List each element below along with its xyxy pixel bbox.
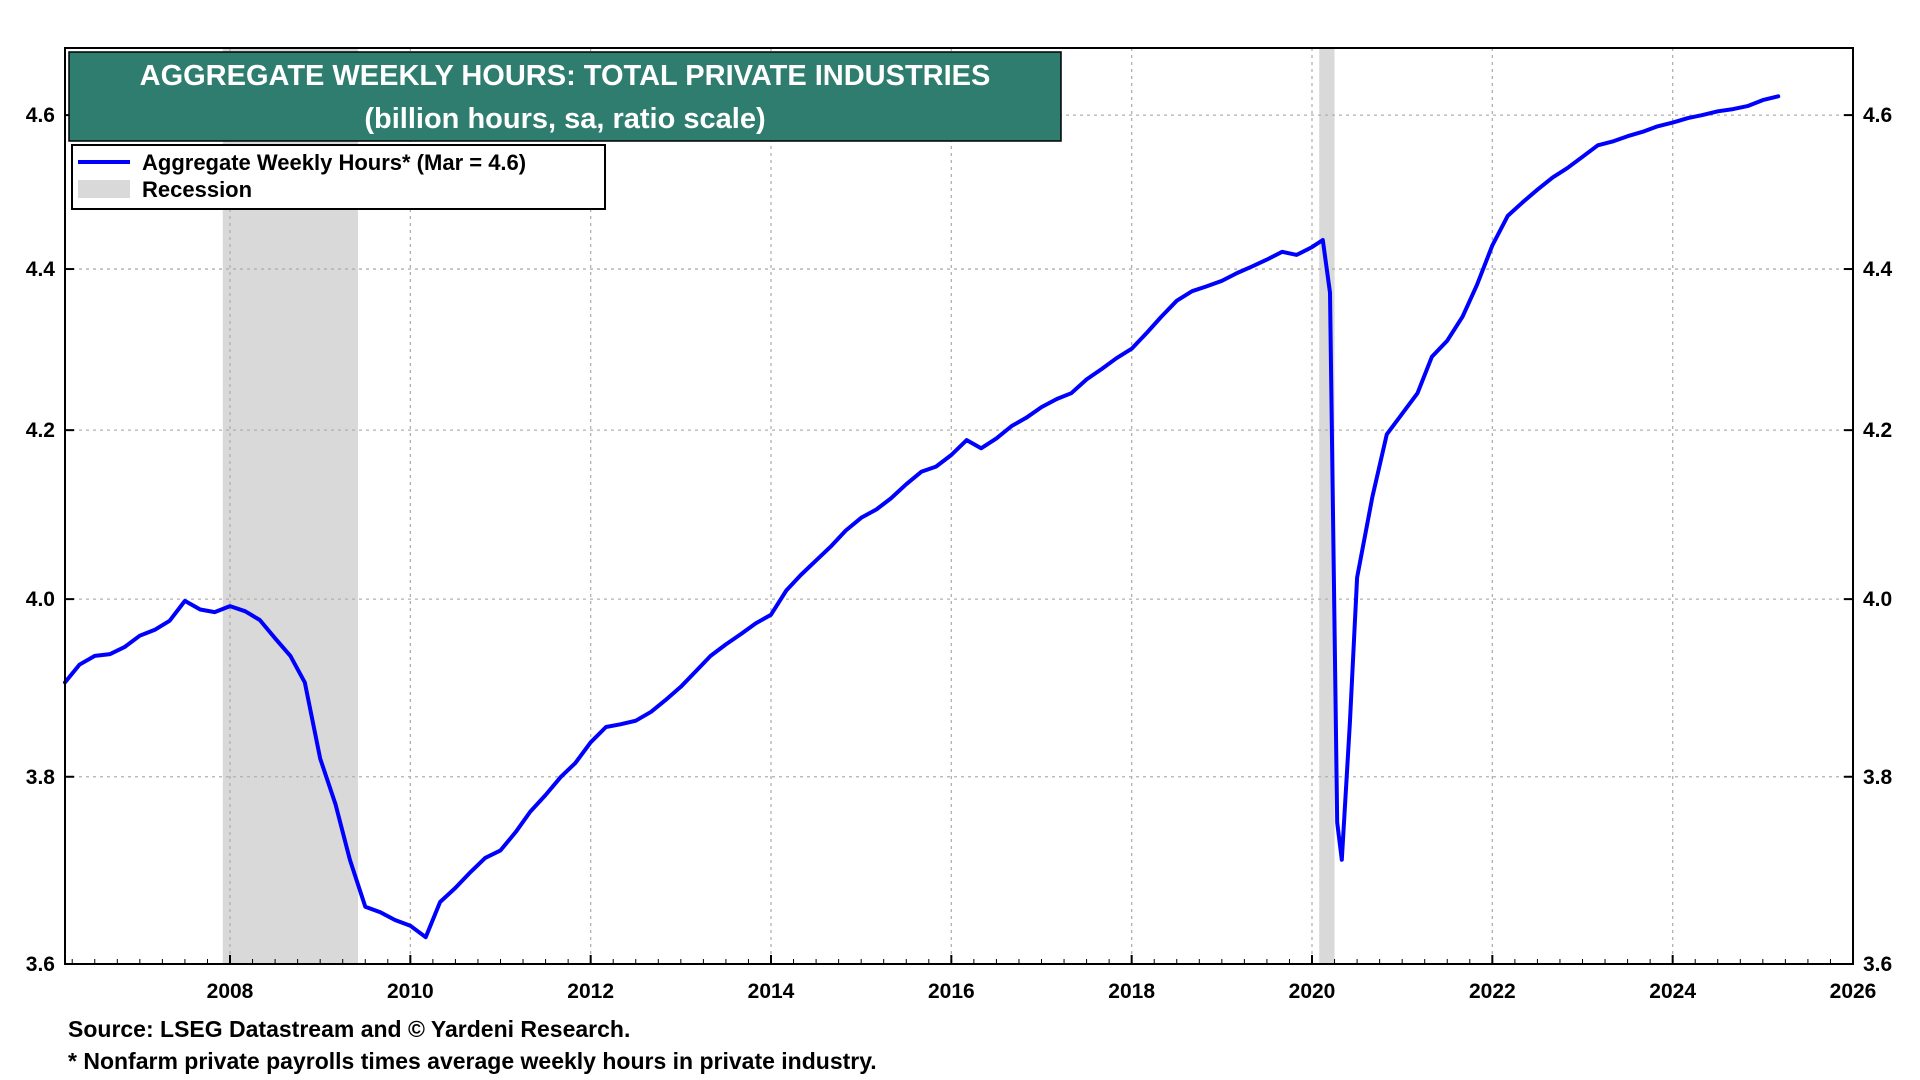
y-tick-label-right-4.6: 4.6 — [1863, 104, 1892, 127]
y-tick-label-right-4.4: 4.4 — [1863, 258, 1893, 281]
x-tick-label-2014: 2014 — [748, 980, 795, 1003]
legend-recession-swatch — [78, 180, 130, 198]
legend-recession-label: Recession — [142, 177, 252, 202]
x-tick-label-2012: 2012 — [567, 980, 614, 1003]
y-tick-label-left-3.6: 3.6 — [26, 953, 55, 976]
chart-title-box: AGGREGATE WEEKLY HOURS: TOTAL PRIVATE IN… — [68, 51, 1062, 142]
grid-lines — [65, 48, 1853, 964]
axis-ticks: 2008 2010 2012 2014 2016 2018 2020 2022 2024 2026… — [26, 104, 1893, 1003]
series-line-aggregate-weekly-hours — [63, 94, 1781, 940]
y-tick-label-right-4.0: 4.0 — [1863, 588, 1892, 611]
y-tick-label-right-3.6: 3.6 — [1863, 953, 1892, 976]
x-tick-label-2018: 2018 — [1108, 980, 1155, 1003]
y-tick-label-left-4.6: 4.6 — [26, 104, 55, 127]
x-tick-label-2022: 2022 — [1469, 980, 1516, 1003]
y-tick-label-left-4.0: 4.0 — [26, 588, 55, 611]
source-note: Source: LSEG Datastream and © Yardeni Re… — [68, 1016, 631, 1042]
x-tick-label-2024: 2024 — [1649, 980, 1696, 1003]
recession-band-2 — [1319, 48, 1335, 964]
chart-title: AGGREGATE WEEKLY HOURS: TOTAL PRIVATE IN… — [140, 60, 991, 92]
chart-subtitle: (billion hours, sa, ratio scale) — [364, 103, 765, 135]
y-tick-label-right-4.2: 4.2 — [1863, 419, 1892, 442]
plot-area-frame — [64, 47, 1854, 965]
x-tick-label-2020: 2020 — [1289, 980, 1336, 1003]
legend-series-label: Aggregate Weekly Hours* (Mar = 4.6) — [142, 150, 526, 175]
x-tick-label-2026: 2026 — [1830, 980, 1877, 1003]
series-layer — [63, 94, 1781, 940]
y-tick-label-left-4.4: 4.4 — [26, 258, 56, 281]
y-tick-label-left-3.8: 3.8 — [26, 766, 56, 789]
y-tick-label-right-3.8: 3.8 — [1863, 766, 1893, 789]
x-tick-label-2016: 2016 — [928, 980, 975, 1003]
y-tick-label-left-4.2: 4.2 — [26, 419, 55, 442]
footnote: * Nonfarm private payrolls times average… — [68, 1048, 877, 1074]
x-tick-label-2010: 2010 — [387, 980, 434, 1003]
x-tick-label-2008: 2008 — [207, 980, 254, 1003]
legend: Aggregate Weekly Hours* (Mar = 4.6) Rece… — [71, 144, 606, 210]
